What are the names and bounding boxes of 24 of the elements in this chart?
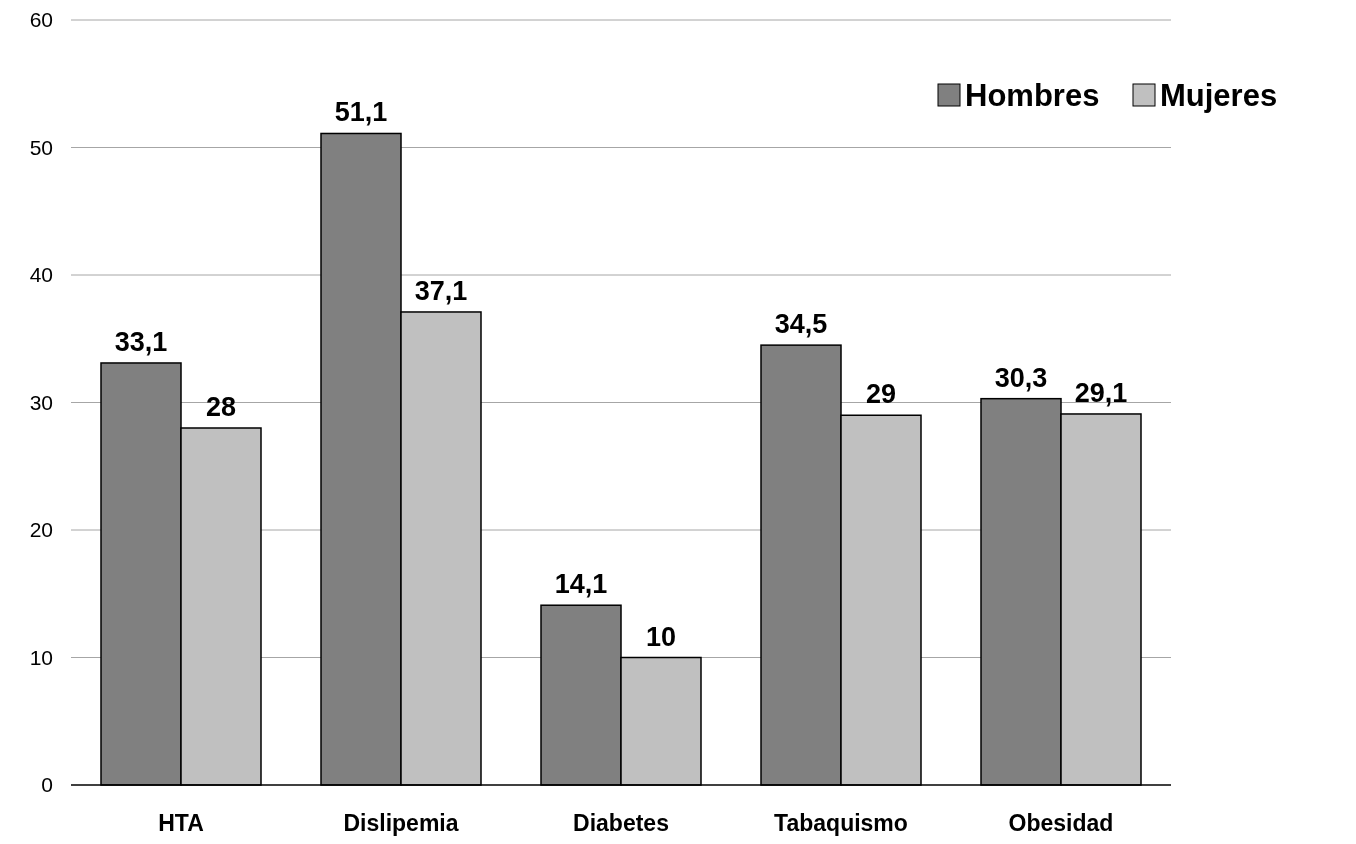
y-tick-label: 10 (29, 645, 53, 669)
y-tick-label: 30 (29, 390, 53, 414)
x-tick-label: Dislipemia (343, 810, 459, 836)
data-label: 28 (205, 392, 237, 422)
data-label: 14,1 (554, 569, 608, 600)
x-tick-label: Diabetes (573, 810, 669, 836)
x-tick-label: Tabaquismo (774, 810, 908, 836)
data-label: 37,1 (414, 275, 468, 306)
y-tick-label: 40 (29, 263, 53, 287)
data-label: 51,1 (334, 97, 388, 128)
x-tick-label: Obesidad (1008, 810, 1114, 836)
y-tick-label: 50 (29, 135, 53, 159)
y-tick-label: 20 (29, 518, 53, 542)
data-label: 30,3 (994, 362, 1048, 393)
legend-label: Hombres (965, 78, 1100, 113)
y-tick-label: 60 (29, 8, 53, 32)
y-tick-label: 0 (41, 773, 53, 797)
data-label: 10 (645, 621, 677, 652)
data-label: 34,5 (774, 309, 828, 340)
legend-label: Mujeres (1160, 78, 1278, 113)
data-label: 33,1 (114, 326, 168, 357)
x-tick-label: HTA (158, 810, 204, 836)
data-label: 29,1 (1074, 377, 1128, 408)
data-label: 29 (865, 379, 897, 410)
